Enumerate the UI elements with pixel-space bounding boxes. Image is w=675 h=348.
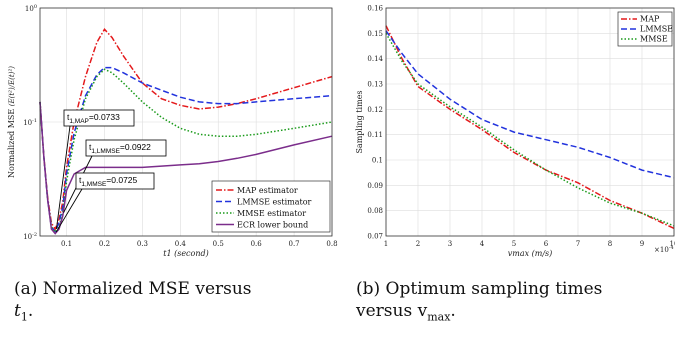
annotation-label: t1,LMMSE=0.0922 xyxy=(89,142,151,155)
x-tick-label: 0.6 xyxy=(251,240,263,248)
y-tick-label: 0.12 xyxy=(367,106,383,114)
x-tick-label: 7 xyxy=(576,240,580,248)
x-tick-label: 0.7 xyxy=(289,240,300,248)
x-tick-label: 0.2 xyxy=(99,240,110,248)
x-tick-label: 0.4 xyxy=(175,240,187,248)
x-tick-label: 0.5 xyxy=(213,240,224,248)
annotation-box xyxy=(75,172,155,190)
x-tick-label: 2 xyxy=(416,240,420,248)
x-axis-label-b: vmax (m/s) xyxy=(508,249,553,258)
y-tick-label: 0.15 xyxy=(367,30,383,38)
legend-a: MAP estimator LMMSE estimator MMSE estimat… xyxy=(211,180,331,233)
y-tick-label: 0.11 xyxy=(367,131,383,139)
legend-entry: MAP xyxy=(640,15,660,24)
x-tick-label: 0.3 xyxy=(137,240,148,248)
legend-entry: LMMSE estimator xyxy=(237,198,312,207)
y-tick-label: 0.08 xyxy=(367,207,383,215)
x-tick-label: 5 xyxy=(512,240,516,248)
series-line-0 xyxy=(385,25,675,230)
legend-entry: ECR lower bound xyxy=(237,221,308,230)
y-axis-label-a: Normalized MSE (E(t²)/E(t)²) xyxy=(7,66,16,178)
legend-entry: MMSE estimator xyxy=(237,209,306,218)
ticks-b: 1 2 3 4 5 6 7 8 9 10 0.07 0.08 0.09 0.1 0.11 0.12 0.13 0.… xyxy=(367,5,675,249)
series-line-2 xyxy=(385,32,675,227)
ticks-a: 0.1 0.2 0.3 0.4 0.5 0.6 0.7 0.8 10-2 10-1 100 xyxy=(23,4,337,248)
y-tick-label: 10-1 xyxy=(23,118,37,127)
annotation-box xyxy=(85,139,167,157)
chart-normalized-mse: 0.1 0.2 0.3 0.4 0.5 0.6 0.7 0.8 10-2 10-1 100 t1 (… xyxy=(7,4,338,258)
x-tick-label: 8 xyxy=(608,240,612,248)
legend-entry: LMMSE xyxy=(640,25,673,34)
legend-entry: MAP estimator xyxy=(237,186,298,195)
y-tick-label: 0.09 xyxy=(367,182,383,190)
x-tick-label: 9 xyxy=(640,240,644,248)
annotations-a: t1,MAP=0.0733 t1,LMMSE=0.0922 t1,MMSE=0.07… xyxy=(55,109,167,233)
x-tick-label: 6 xyxy=(544,240,549,248)
y-tick-label: 0.14 xyxy=(367,55,383,63)
annotation-box xyxy=(63,109,135,127)
series-group-b xyxy=(385,25,675,230)
x-tick-label: 0.1 xyxy=(61,240,72,248)
series-group-a xyxy=(39,28,333,235)
x-tick-label: 10 xyxy=(670,240,675,248)
y-tick-label: 0.13 xyxy=(367,81,383,89)
series-line-3 xyxy=(39,101,333,235)
axes-frame-a xyxy=(39,7,333,237)
axes-frame-b xyxy=(385,7,675,237)
annotation-label: t1,MMSE=0.0725 xyxy=(79,175,138,188)
legend-entry: MMSE xyxy=(640,35,668,44)
y-tick-label: 10-2 xyxy=(23,232,37,241)
y-tick-label: 100 xyxy=(25,4,37,13)
y-tick-label: 0.07 xyxy=(367,233,383,241)
y-axis-label-b: Sampling times xyxy=(355,90,364,153)
annotation-arrow xyxy=(55,188,83,233)
series-line-2 xyxy=(39,68,333,234)
series-line-1 xyxy=(385,30,675,179)
annotation-arrow xyxy=(55,125,71,230)
caption-a: (a) Normalized MSE versus t1. xyxy=(14,279,252,324)
series-line-0 xyxy=(39,28,333,231)
x-axis-label-a: t1 (second) xyxy=(163,249,209,258)
series-line-1 xyxy=(39,66,333,233)
y-tick-label: 0.1 xyxy=(372,157,383,165)
x-tick-label: 4 xyxy=(480,240,485,248)
chart-sampling-times: 1 2 3 4 5 6 7 8 9 10 0.07 0.08 0.09 0.1 0.11 0.12 0.13 0.… xyxy=(355,5,675,259)
x-tick-label: 0.8 xyxy=(326,240,337,248)
y-tick-label: 0.16 xyxy=(367,5,383,13)
x-multiplier-b: ×10-4 xyxy=(654,245,674,254)
caption-b: (b) Optimum sampling times versus vmax. xyxy=(356,279,603,324)
annotation-label: t1,MAP=0.0733 xyxy=(67,112,120,125)
x-tick-label: 3 xyxy=(448,240,452,248)
x-tick-label: 1 xyxy=(384,240,388,248)
